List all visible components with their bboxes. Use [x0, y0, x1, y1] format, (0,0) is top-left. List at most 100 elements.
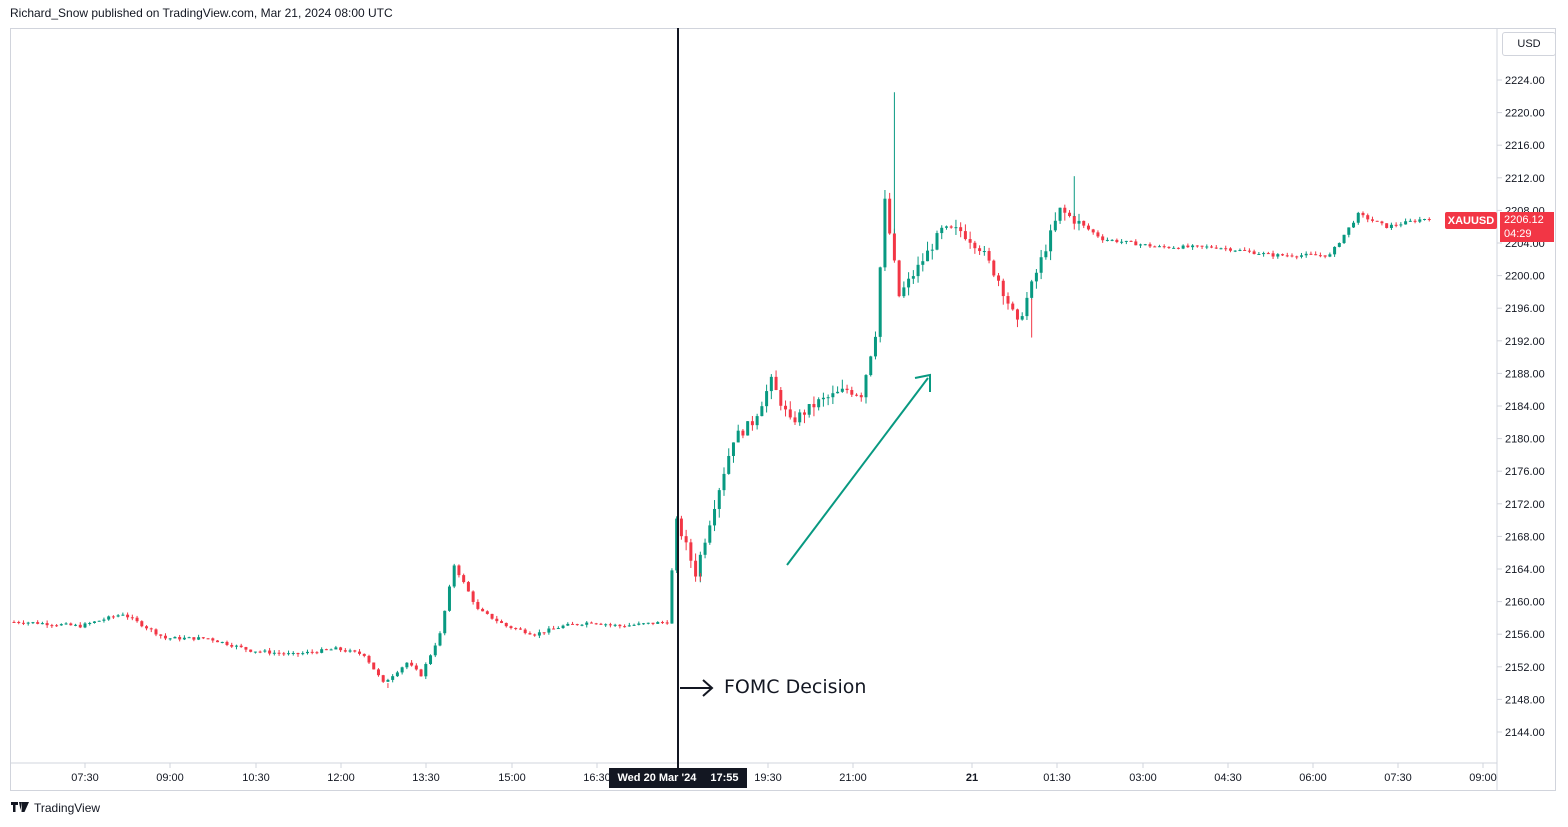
x-tick-label: 19:30: [754, 772, 782, 784]
publisher-header: Richard_Snow published on TradingView.co…: [10, 6, 393, 20]
candle-body: [632, 624, 636, 626]
candle-body: [916, 264, 920, 277]
candle-body: [1120, 241, 1124, 243]
candle-body: [462, 575, 466, 583]
candle-body: [296, 652, 300, 655]
candle-body: [31, 622, 35, 624]
candle-body: [746, 421, 750, 436]
candle-body: [1262, 253, 1266, 255]
candle-body: [585, 622, 589, 625]
footer-brand[interactable]: TradingView: [10, 801, 100, 815]
candle-body: [400, 667, 404, 673]
chart-pane[interactable]: [10, 28, 1556, 791]
candle-body: [50, 625, 54, 627]
candle-body: [135, 617, 139, 622]
candle-body: [1389, 224, 1393, 228]
candle-body: [1304, 253, 1308, 256]
candle-body: [1271, 253, 1275, 257]
candle-body: [1115, 239, 1119, 243]
fomc-annotation-text: FOMC Decision: [724, 676, 867, 698]
candle-body: [1096, 232, 1100, 237]
candle-body: [310, 651, 314, 653]
candle-body: [225, 641, 229, 645]
candle-body: [807, 404, 811, 415]
candle-body: [438, 633, 442, 646]
candle-body: [518, 628, 522, 630]
candle-body: [1323, 255, 1327, 257]
candle-body: [121, 614, 125, 616]
candle-body: [1200, 245, 1204, 247]
crosshair-date: Wed 20 Mar '24: [617, 772, 697, 784]
candle-body: [1162, 246, 1166, 248]
y-tick-label: 2216.00: [1505, 140, 1545, 152]
candle-body: [1086, 225, 1090, 230]
candle-body: [1257, 253, 1261, 255]
candle-body: [197, 637, 201, 640]
candle-body: [1001, 280, 1005, 297]
candle-body: [154, 629, 158, 635]
candle-body: [821, 397, 825, 400]
candle-body: [452, 565, 456, 587]
candle-body: [69, 623, 73, 626]
candle-body: [1044, 251, 1048, 258]
candle-body: [1427, 218, 1431, 220]
candle-body: [594, 623, 598, 625]
candle-body: [613, 624, 617, 626]
candle-body: [840, 388, 844, 392]
candle-body: [1228, 248, 1232, 251]
candle-body: [182, 637, 186, 640]
candle-body: [646, 622, 650, 624]
candle-body: [1361, 212, 1365, 216]
candle-body: [1356, 212, 1360, 223]
candle-body: [892, 233, 896, 261]
candle-body: [1172, 247, 1176, 249]
candle-body: [855, 394, 859, 396]
y-tick-label: 2196.00: [1505, 303, 1545, 315]
candle-body: [145, 626, 149, 629]
candle-body: [637, 623, 641, 625]
candle-body: [1063, 207, 1067, 213]
candle-body: [447, 586, 451, 611]
candle-body: [272, 652, 276, 654]
candle-body: [769, 376, 773, 392]
candle-body: [59, 624, 63, 626]
candle-body: [1082, 220, 1086, 226]
candle-body: [817, 399, 821, 408]
candle-body: [36, 622, 40, 624]
candle-body: [1181, 245, 1185, 249]
candle-body: [514, 628, 518, 630]
candle-body: [675, 518, 679, 571]
candle-body: [481, 608, 485, 612]
candle-body: [429, 655, 433, 665]
candle-body: [348, 650, 352, 652]
candle-body: [575, 624, 579, 626]
candle-body: [178, 636, 182, 640]
y-tick-label: 2180.00: [1505, 434, 1545, 446]
candle-body: [765, 391, 769, 407]
candle-body: [64, 623, 68, 625]
candle-body: [978, 248, 982, 252]
candle-body: [457, 565, 461, 576]
candle-body: [1290, 255, 1294, 257]
symbol-price-label: XAUUSD: [1445, 212, 1497, 229]
candle-body: [708, 525, 712, 543]
candle-body: [381, 675, 385, 682]
candle-body: [192, 637, 196, 640]
currency-selector[interactable]: USD: [1502, 32, 1556, 56]
candle-body: [1077, 220, 1081, 224]
candle-body: [140, 621, 144, 627]
candle-body: [1337, 243, 1341, 247]
candle-body: [78, 624, 82, 628]
candle-body: [869, 356, 873, 376]
right-arrow-icon: [680, 679, 714, 697]
candle-body: [618, 624, 622, 627]
candle-body: [433, 645, 437, 656]
candle-body: [608, 624, 612, 626]
candle-body: [1328, 254, 1332, 257]
candle-body: [17, 622, 21, 624]
candle-body: [1186, 245, 1190, 248]
candle-body: [561, 625, 565, 629]
x-tick-label: 07:30: [1384, 772, 1412, 784]
candle-body: [1039, 257, 1043, 273]
